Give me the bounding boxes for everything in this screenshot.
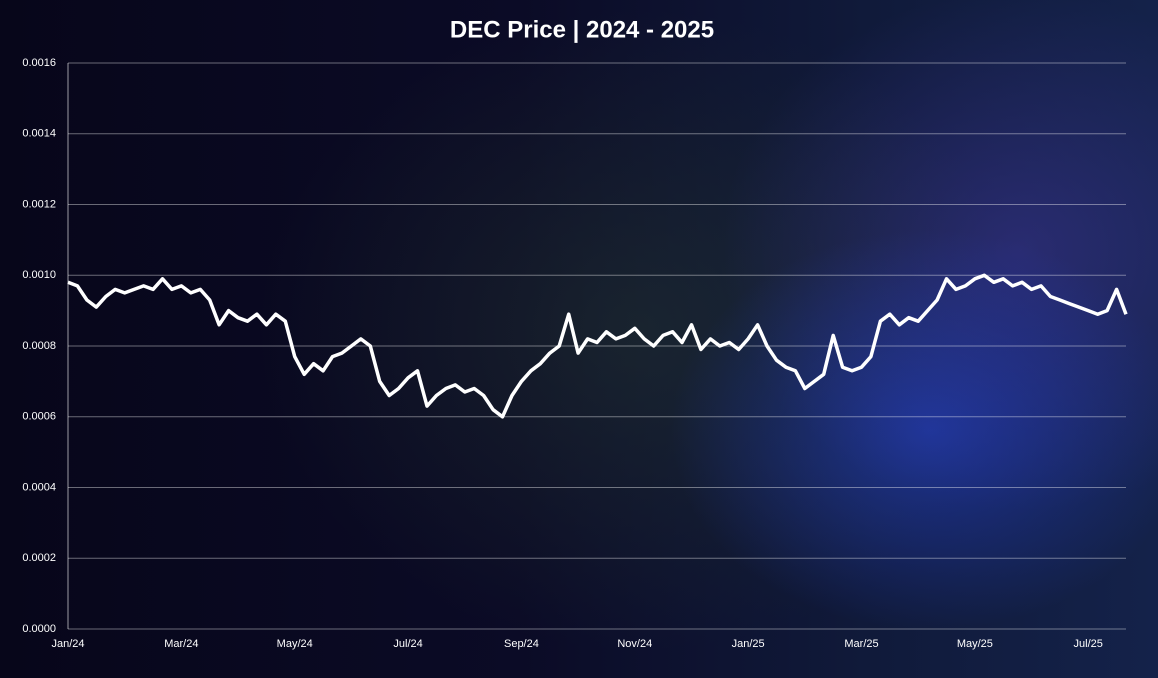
x-tick-label: Jan/24 [51, 638, 84, 650]
x-tick-label: Jul/24 [393, 638, 422, 650]
price-line [67, 273, 1128, 419]
x-tick-label: Mar/25 [844, 638, 878, 650]
x-tick-label: May/24 [277, 638, 313, 650]
x-tick-label: Jan/25 [732, 638, 765, 650]
y-tick-label: 0.0014 [22, 128, 56, 140]
y-tick-label: 0.0012 [22, 198, 56, 210]
x-tick-label: Jul/25 [1074, 638, 1103, 650]
y-tick-label: 0.0000 [22, 623, 56, 635]
x-tick-label: Nov/24 [617, 638, 652, 650]
y-tick-label: 0.0002 [22, 552, 56, 564]
y-tick-label: 0.0008 [22, 340, 56, 352]
x-tick-label: Sep/24 [504, 638, 539, 650]
x-tick-label: May/25 [957, 638, 993, 650]
chart-title: DEC Price | 2024 - 2025 [450, 16, 714, 43]
y-tick-label: 0.0010 [22, 269, 56, 281]
y-tick-label: 0.0016 [22, 57, 56, 69]
y-tick-label: 0.0004 [22, 481, 56, 493]
x-tick-label: Mar/24 [164, 638, 198, 650]
y-tick-label: 0.0006 [22, 411, 56, 423]
